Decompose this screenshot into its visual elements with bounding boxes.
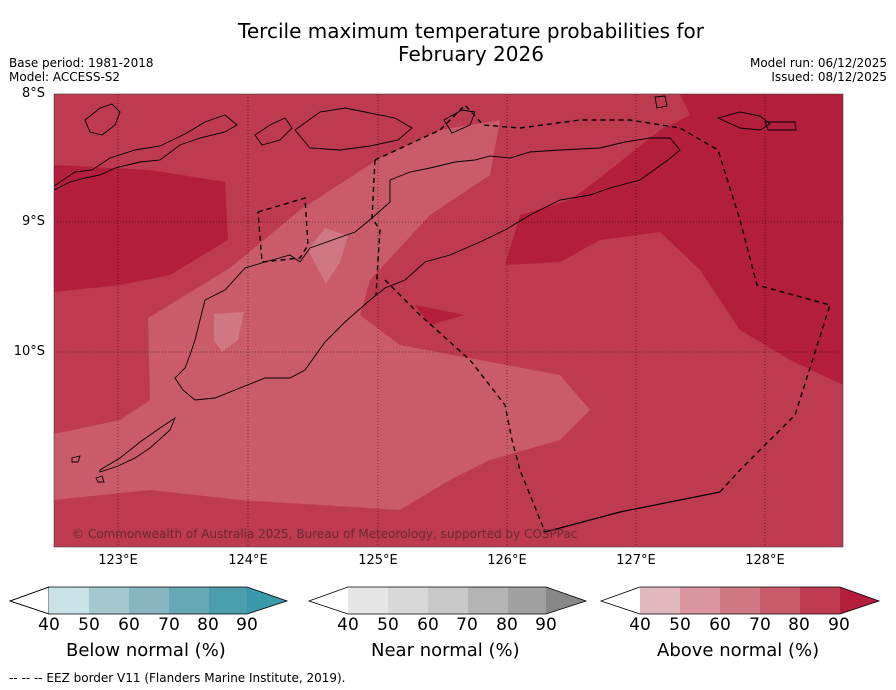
- model-name: Model: ACCESS-S2: [9, 70, 121, 84]
- colorbar-tick: 70: [456, 615, 478, 635]
- colorbar-tick: 90: [236, 615, 258, 635]
- prob-band-70-80: [54, 120, 590, 510]
- colorbar-tick: 90: [828, 615, 850, 635]
- title-line-1: Tercile maximum temperature probabilitie…: [238, 19, 704, 43]
- copyright-text: © Commonwealth of Australia 2025, Bureau…: [72, 527, 577, 541]
- colorbar-below-arrow-left: [8, 586, 50, 615]
- eez-south-solid: [544, 491, 721, 533]
- colorbar-near-normal: [307, 586, 588, 615]
- colorbar-above-segment: [720, 587, 760, 614]
- issued-date: Issued: 08/12/2025: [771, 70, 887, 84]
- eez-oecusse: [257, 197, 309, 263]
- coast-flores: [54, 114, 238, 191]
- colorbar-tick: 70: [749, 615, 771, 635]
- colorbar-above-segment: [680, 587, 720, 614]
- colorbar-above-arrow-right: [840, 587, 879, 614]
- colorbar-tick: 50: [377, 615, 399, 635]
- lat-label-9s: 9°S: [21, 214, 45, 229]
- colorbar-near-segment: [508, 587, 546, 614]
- prob-band-90-west: [54, 165, 228, 292]
- title-line-2: February 2026: [398, 42, 544, 66]
- colorbar-tick: 50: [669, 615, 691, 635]
- eez-footer-note: -- -- -- EEZ border V11 (Flanders Marine…: [9, 671, 346, 685]
- colorbar-above-arrow-left: [601, 587, 640, 614]
- colorbar-label-below: Below normal (%): [66, 640, 226, 661]
- colorbar-near-arrow-right: [546, 587, 586, 614]
- colorbar-near-segment: [468, 587, 508, 614]
- prob-band-90-south: [415, 305, 465, 325]
- colorbar-tick: 40: [629, 615, 651, 635]
- coast-island-f: [764, 121, 797, 131]
- lat-label-8s: 8°S: [21, 86, 45, 101]
- colorbar-tick: 80: [788, 615, 810, 635]
- prob-band-60-70-b: [214, 312, 244, 352]
- colorbar-tick: 60: [417, 615, 439, 635]
- colorbar-tick: 80: [496, 615, 518, 635]
- coast-rote: [99, 416, 176, 473]
- gridlines: [54, 94, 843, 547]
- colorbar-tick: 90: [535, 615, 557, 635]
- base-period: Base period: 1981-2018: [9, 56, 154, 70]
- coast-island-a: [84, 103, 121, 136]
- colorbar-near-segment: [388, 587, 428, 614]
- colorbar-below-segment: [169, 587, 209, 614]
- colorbar-label-near: Near normal (%): [371, 640, 520, 661]
- eez-border: [257, 103, 831, 533]
- colorbar-tick: 50: [78, 615, 100, 635]
- coast-alor: [294, 107, 413, 151]
- meta-left: Base period: 1981-2018 Model: ACCESS-S2: [9, 56, 154, 84]
- meta-right: Model run: 06/12/2025 Issued: 08/12/2025: [750, 56, 887, 84]
- coast-islet-b: [95, 475, 105, 483]
- prob-band-60-70-a: [308, 228, 348, 284]
- colorbar-above-normal: [599, 586, 881, 615]
- colorbar-tick: 80: [197, 615, 219, 635]
- lon-label-126e: 126°E: [487, 553, 527, 568]
- coast-timor: [174, 137, 681, 401]
- colorbar-below-normal: [8, 586, 289, 615]
- colorbar-below-segment: [89, 587, 129, 614]
- lat-label-10s: 10°S: [13, 344, 45, 359]
- prob-band-90-east: [505, 94, 843, 385]
- model-run: Model run: 06/12/2025: [749, 56, 887, 70]
- coast-island-e: [716, 111, 771, 131]
- lon-label-124e: 124°E: [228, 553, 268, 568]
- eez-east-boundary: [374, 103, 831, 493]
- map-area: [54, 94, 843, 547]
- colorbar-tick: 60: [118, 615, 140, 635]
- colorbar-tick: 60: [709, 615, 731, 635]
- coast-island-c: [443, 109, 476, 134]
- colorbar-below-arrow-right: [247, 587, 287, 614]
- colorbar-above-segment: [640, 587, 680, 614]
- colorbar-near-arrow-left: [309, 587, 348, 614]
- map-frame: [53, 93, 844, 548]
- colorbar-above-segment: [800, 587, 840, 614]
- coastlines: [54, 95, 797, 483]
- colorbar-label-above: Above normal (%): [657, 640, 820, 661]
- colorbar-above-segment: [760, 587, 800, 614]
- colorbar-below-segment: [49, 587, 89, 614]
- eez-west-boundary: [371, 159, 381, 296]
- coast-island-b: [254, 117, 293, 146]
- colorbar-near-segment: [428, 587, 468, 614]
- colorbar-tick: 70: [158, 615, 180, 635]
- coast-islet-a: [71, 455, 81, 463]
- coast-island-d: [654, 95, 668, 109]
- map-title: Tercile maximum temperature probabilitie…: [0, 20, 896, 66]
- colorbar-tick: 40: [337, 615, 359, 635]
- colorbar-below-segment: [129, 587, 169, 614]
- lon-label-125e: 125°E: [358, 553, 398, 568]
- colorbar-below-segment: [209, 587, 247, 614]
- eez-south-boundary: [384, 279, 546, 533]
- lon-label-123e: 123°E: [98, 553, 138, 568]
- lon-label-127e: 127°E: [616, 553, 656, 568]
- lon-label-128e: 128°E: [745, 553, 785, 568]
- colorbar-tick: 40: [38, 615, 60, 635]
- colorbar-near-segment: [348, 587, 388, 614]
